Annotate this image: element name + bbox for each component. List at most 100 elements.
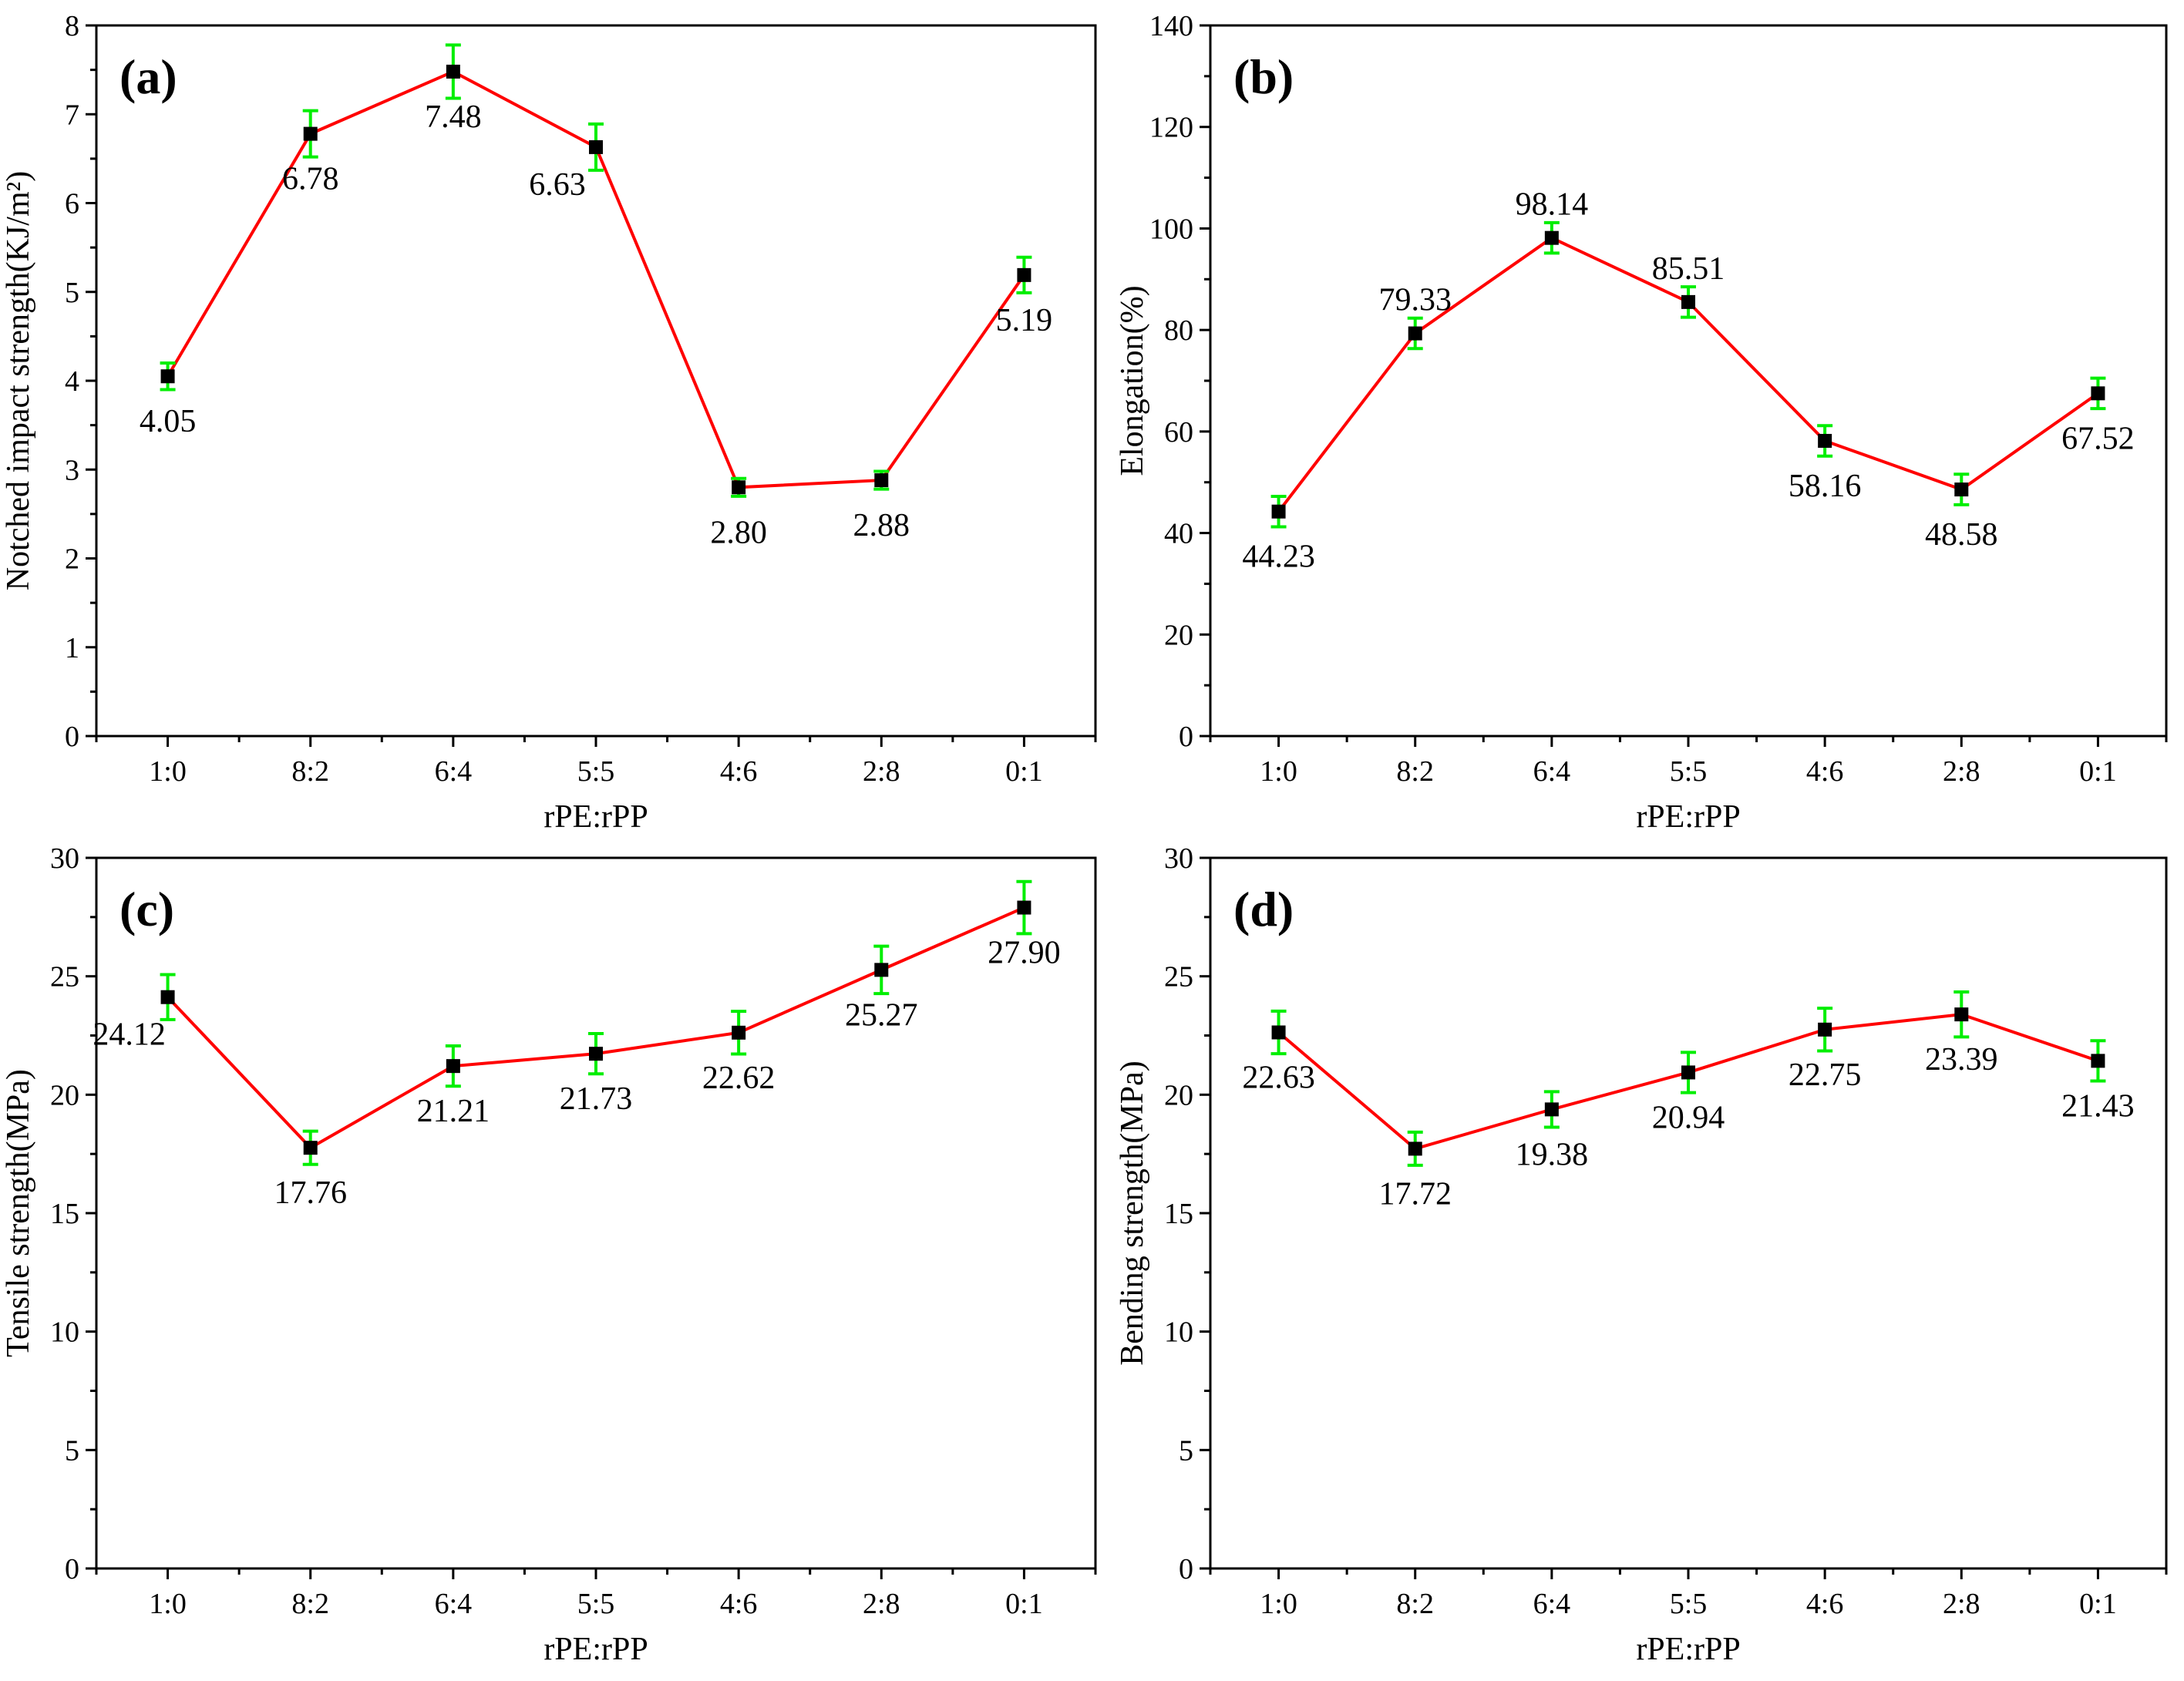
data-point bbox=[589, 140, 603, 154]
y-tick-label: 2 bbox=[65, 543, 79, 576]
x-tick-label: 2:8 bbox=[863, 755, 900, 788]
data-label: 7.48 bbox=[425, 99, 482, 135]
data-label: 79.33 bbox=[1378, 283, 1452, 318]
x-tick-label: 2:8 bbox=[863, 1588, 900, 1620]
x-tick-label: 5:5 bbox=[1670, 755, 1708, 788]
y-axis-title: Elongation(%) bbox=[1115, 285, 1150, 476]
y-tick-label: 140 bbox=[1149, 10, 1193, 42]
y-tick-label: 25 bbox=[1164, 961, 1193, 993]
x-tick-label: 2:8 bbox=[1943, 755, 1980, 788]
y-tick-label: 25 bbox=[50, 961, 79, 993]
y-tick-label: 5 bbox=[65, 277, 79, 309]
y-tick-label: 1 bbox=[65, 632, 79, 664]
data-point bbox=[1544, 230, 1559, 245]
data-label: 48.58 bbox=[1925, 517, 1998, 553]
y-tick-label: 80 bbox=[1164, 314, 1193, 347]
data-point bbox=[1271, 504, 1286, 519]
data-point bbox=[303, 1141, 318, 1155]
data-point bbox=[732, 480, 746, 495]
y-tick-label: 60 bbox=[1164, 416, 1193, 449]
x-tick-label: 6:4 bbox=[435, 1588, 473, 1620]
data-label: 4.05 bbox=[140, 404, 197, 439]
data-point bbox=[1271, 1025, 1286, 1040]
x-tick-label: 4:6 bbox=[720, 1588, 758, 1620]
x-tick-label: 5:5 bbox=[577, 755, 615, 788]
x-tick-label: 6:4 bbox=[1533, 1588, 1571, 1620]
plot-frame bbox=[1209, 856, 2168, 1570]
y-tick-label: 8 bbox=[65, 10, 79, 42]
x-tick-label: 0:1 bbox=[1005, 755, 1043, 788]
x-tick-label: 0:1 bbox=[1005, 1588, 1043, 1620]
x-tick-label: 1:0 bbox=[1260, 1588, 1297, 1620]
y-tick-label: 5 bbox=[1179, 1434, 1193, 1467]
data-label: 44.23 bbox=[1242, 540, 1315, 575]
data-point bbox=[874, 473, 889, 488]
data-point bbox=[589, 1047, 603, 1061]
y-tick-label: 3 bbox=[65, 454, 79, 486]
x-tick-label: 5:5 bbox=[577, 1588, 615, 1620]
data-label: 25.27 bbox=[845, 997, 918, 1033]
panel-label: (a) bbox=[119, 49, 177, 104]
y-tick-label: 120 bbox=[1149, 112, 1193, 144]
panel-b: 0 20 40 60 80 100 120 140 1:0 8:2 6:4 5:5 4:6 2:8 0:1 r… bbox=[1115, 10, 2168, 835]
x-axis-title: rPE:rPP bbox=[1636, 1632, 1740, 1667]
x-tick-label: 1:0 bbox=[149, 755, 187, 788]
y-axis-title: Tensile strength(MPa) bbox=[1, 1069, 36, 1357]
data-point bbox=[732, 1025, 746, 1040]
plot-frame bbox=[95, 856, 1097, 1570]
data-point bbox=[1017, 267, 1031, 282]
data-point bbox=[1681, 294, 1695, 309]
y-tick-label: 15 bbox=[1164, 1198, 1193, 1230]
y-tick-label: 6 bbox=[65, 188, 79, 220]
data-point bbox=[1818, 1022, 1832, 1037]
x-axis-title: rPE:rPP bbox=[543, 1632, 648, 1667]
plot-frame bbox=[1209, 24, 2168, 738]
panel-a: 0 1 2 3 4 5 6 7 8 1:0 8:2 6:4 5:5 4:6 2:8 0:1 rPE:rPP Not… bbox=[1, 10, 1097, 835]
data-point bbox=[1954, 1007, 1969, 1022]
data-point bbox=[446, 64, 460, 79]
y-tick-label: 20 bbox=[1164, 619, 1193, 651]
data-label: 5.19 bbox=[996, 303, 1053, 338]
x-tick-label: 1:0 bbox=[1260, 755, 1297, 788]
data-label: 19.38 bbox=[1516, 1137, 1589, 1172]
data-point bbox=[1544, 1102, 1559, 1117]
data-label: 17.72 bbox=[1378, 1176, 1452, 1212]
x-tick-label: 8:2 bbox=[291, 755, 329, 788]
data-point bbox=[303, 126, 318, 141]
data-point bbox=[446, 1059, 460, 1074]
x-tick-label: 6:4 bbox=[435, 755, 473, 788]
data-label: 98.14 bbox=[1516, 187, 1589, 223]
data-label: 67.52 bbox=[2061, 421, 2135, 456]
y-tick-label: 5 bbox=[65, 1434, 79, 1467]
data-label: 22.63 bbox=[1242, 1061, 1315, 1096]
x-tick-label: 8:2 bbox=[1396, 755, 1434, 788]
data-label: 6.78 bbox=[282, 162, 339, 197]
data-label: 20.94 bbox=[1652, 1100, 1725, 1135]
y-tick-label: 4 bbox=[65, 365, 79, 398]
panel-label: (c) bbox=[119, 882, 174, 936]
y-tick-label: 30 bbox=[50, 842, 79, 875]
data-label: 21.21 bbox=[417, 1094, 490, 1129]
data-label: 21.73 bbox=[560, 1081, 633, 1117]
y-tick-label: 7 bbox=[65, 99, 79, 131]
data-label: 2.88 bbox=[853, 508, 910, 543]
x-axis-title: rPE:rPP bbox=[543, 799, 648, 835]
data-point bbox=[1408, 326, 1422, 341]
x-tick-label: 0:1 bbox=[2079, 1588, 2117, 1620]
x-tick-label: 0:1 bbox=[2079, 755, 2117, 788]
x-tick-label: 2:8 bbox=[1943, 1588, 1980, 1620]
data-point bbox=[160, 369, 175, 384]
y-tick-label: 0 bbox=[1179, 721, 1193, 753]
y-tick-label: 0 bbox=[1179, 1553, 1193, 1585]
panel-label: (d) bbox=[1233, 882, 1294, 936]
x-tick-label: 4:6 bbox=[1806, 1588, 1844, 1620]
data-point bbox=[2091, 386, 2105, 401]
y-axis-title: Bending strength(MPa) bbox=[1115, 1061, 1150, 1365]
data-point bbox=[1954, 482, 1969, 497]
y-tick-label: 20 bbox=[50, 1079, 79, 1111]
x-tick-label: 6:4 bbox=[1533, 755, 1571, 788]
y-tick-label: 30 bbox=[1164, 842, 1193, 875]
data-point bbox=[1818, 433, 1832, 448]
data-point bbox=[1408, 1141, 1422, 1156]
